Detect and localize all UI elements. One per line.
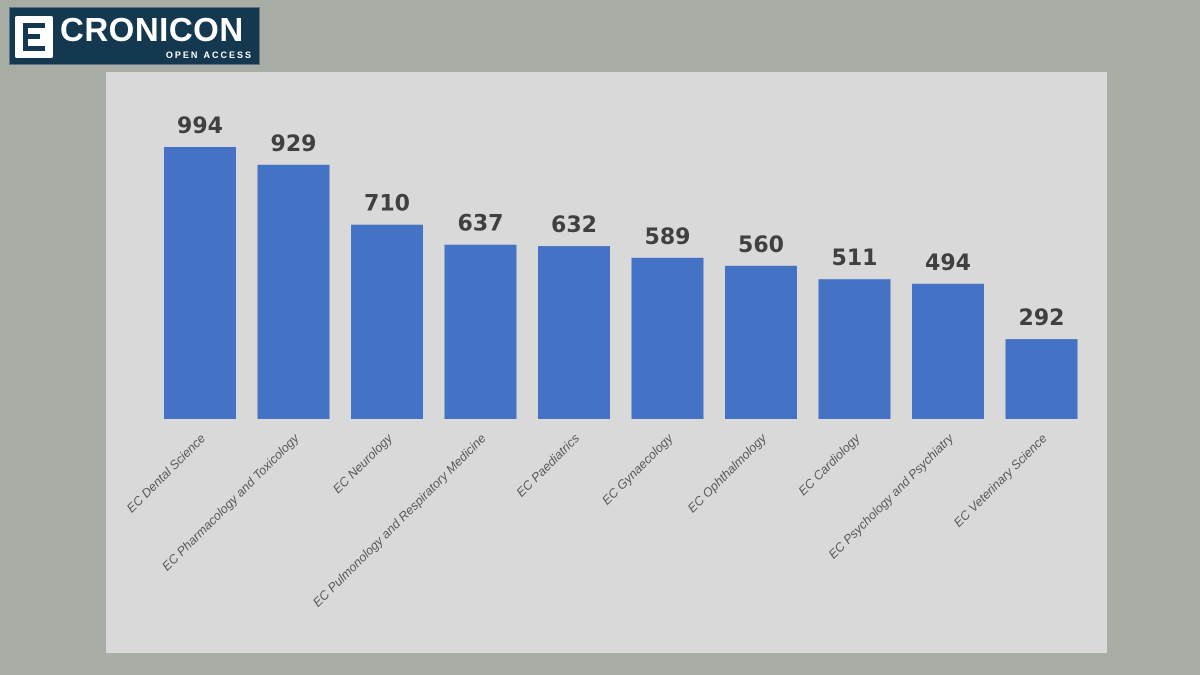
- cronicon-logo[interactable]: CRONICON OPEN ACCESS: [9, 7, 260, 65]
- category-label: EC Paediatrics: [514, 431, 582, 499]
- chart-panel: 994 EC Dental Science 929 EC Pharmacology a…: [106, 72, 1107, 653]
- bar: [538, 246, 610, 419]
- data-label: 710: [364, 192, 410, 217]
- logo-e-icon: [15, 16, 53, 58]
- logo-wordmark: CRONICON: [60, 11, 244, 48]
- category-label: EC Pulmonology and Respiratory Medicine: [310, 431, 488, 609]
- bar: [818, 279, 891, 419]
- data-label: 511: [832, 246, 878, 271]
- data-label: 632: [551, 213, 597, 238]
- bar: [725, 265, 797, 419]
- bar: [351, 224, 423, 419]
- data-label: 560: [738, 233, 784, 258]
- bar: [631, 257, 704, 419]
- bar: [444, 244, 517, 419]
- category-label: EC Gynaecology: [599, 431, 676, 508]
- logo-tagline: OPEN ACCESS: [165, 50, 253, 60]
- data-label: 637: [458, 212, 504, 237]
- bar: [1005, 339, 1078, 419]
- category-label: EC Neurology: [330, 431, 395, 496]
- bar: [912, 283, 984, 419]
- data-label: 994: [177, 114, 223, 139]
- bar: [164, 147, 236, 419]
- category-label: EC Cardiology: [796, 431, 863, 498]
- data-label: 929: [271, 132, 317, 157]
- category-label: EC Veterinary Science: [951, 431, 1050, 530]
- category-label: EC Dental Science: [124, 431, 208, 515]
- data-label: 589: [645, 225, 691, 250]
- bar: [257, 164, 330, 419]
- category-label: EC Ophthalmology: [685, 431, 770, 516]
- data-label: 292: [1019, 306, 1065, 331]
- data-label: 494: [925, 251, 971, 276]
